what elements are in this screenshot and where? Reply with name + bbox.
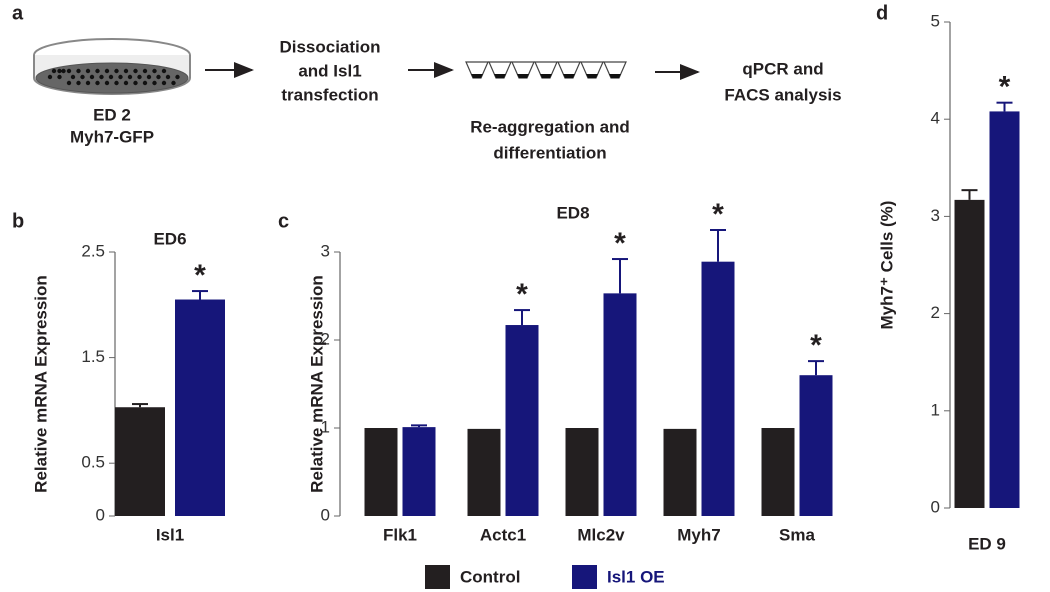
y-tick-label: 1 (931, 400, 940, 419)
well-pellet (540, 74, 552, 78)
step-label: qPCR and (742, 59, 823, 78)
chart-title: ED6 (153, 229, 186, 248)
chart-title: ED8 (556, 203, 589, 222)
dish-label: Myh7-GFP (70, 127, 154, 146)
error-bar (710, 229, 726, 262)
x-tick-label: Actc1 (480, 525, 526, 544)
x-tick-label: Flk1 (383, 525, 417, 544)
significance-mark: * (194, 259, 206, 292)
error-bar (612, 258, 628, 294)
legend-swatch (572, 565, 597, 589)
legend-label: Control (460, 567, 520, 586)
bar (701, 261, 735, 516)
y-tick-label: 4 (931, 109, 940, 128)
significance-mark: * (810, 329, 822, 362)
bar (954, 199, 985, 508)
well-pellet (517, 74, 529, 78)
y-tick-label: 2 (321, 329, 330, 348)
well-pellet (586, 74, 598, 78)
y-tick-label: 2.5 (81, 241, 105, 260)
significance-mark: * (614, 227, 626, 260)
step-label: Re-aggregation and (470, 117, 630, 136)
y-tick-label: 2 (931, 303, 940, 322)
y-tick-label: 1.5 (81, 347, 105, 366)
bar (603, 293, 637, 516)
step-label: transfection (281, 85, 378, 104)
step-label: FACS analysis (724, 85, 841, 104)
x-tick-label: Isl1 (156, 525, 184, 544)
bar (115, 407, 165, 516)
y-tick-label: 1 (321, 417, 330, 436)
x-tick-label: Mlc2v (577, 525, 625, 544)
legend-label: Isl1 OE (607, 567, 665, 586)
y-tick-label: 0.5 (81, 453, 105, 472)
x-tick-label: ED 9 (968, 534, 1006, 553)
step-label: and Isl1 (298, 61, 361, 80)
error-bar (961, 189, 978, 200)
y-axis-label: Relative mRNA Expression (307, 275, 326, 493)
y-tick-label: 0 (321, 505, 330, 524)
well-pellet (563, 74, 575, 78)
error-bar (132, 403, 148, 408)
error-bar (514, 309, 530, 326)
bar (989, 111, 1020, 508)
well-pellet (494, 74, 506, 78)
x-tick-label: Myh7 (677, 525, 720, 544)
well-pellet (471, 74, 483, 78)
y-tick-label: 5 (931, 11, 940, 30)
significance-mark: * (999, 71, 1011, 104)
dish (33, 38, 191, 95)
panel-label: a (12, 2, 24, 24)
y-axis-label: Relative mRNA Expression (31, 275, 50, 493)
bar (565, 428, 599, 516)
bar (467, 428, 501, 516)
y-axis-label: Myh7⁺ Cells (%) (877, 201, 896, 330)
y-tick-label: 0 (931, 497, 940, 516)
x-tick-label: Sma (779, 525, 815, 544)
bar (175, 299, 225, 516)
step-label: differentiation (493, 143, 606, 162)
bar (364, 428, 398, 516)
panel-label: c (278, 210, 289, 232)
error-bar (411, 424, 427, 428)
bar (799, 375, 833, 516)
error-bar (808, 360, 824, 376)
bar (761, 428, 795, 516)
error-bar (192, 290, 208, 300)
well-pellet (609, 74, 621, 78)
bar (402, 427, 436, 516)
y-tick-label: 3 (321, 241, 330, 260)
dish-label: ED 2 (93, 105, 131, 124)
legend-swatch (425, 565, 450, 589)
y-tick-label: 0 (96, 505, 105, 524)
panel-label: b (12, 210, 24, 232)
significance-mark: * (516, 278, 528, 311)
significance-mark: * (712, 198, 724, 231)
bar (505, 325, 539, 516)
y-tick-label: 3 (931, 206, 940, 225)
wells (465, 61, 627, 79)
step-label: Dissociation (279, 37, 380, 56)
panel-label: d (876, 2, 888, 24)
error-bar (996, 101, 1013, 112)
bar (663, 428, 697, 516)
